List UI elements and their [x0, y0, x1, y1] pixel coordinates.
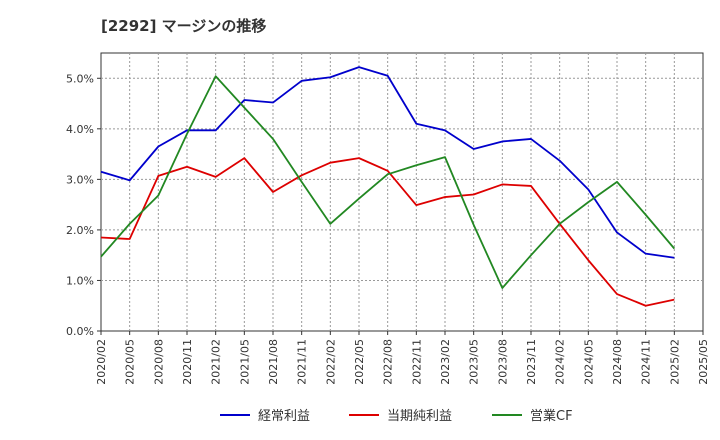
- legend-label-3: 営業CF: [530, 408, 573, 424]
- series-lines: [100, 66, 676, 307]
- y-tick-label: 5.0%: [66, 72, 94, 85]
- x-tick-label: 2020/02: [95, 339, 108, 385]
- x-tick-label: 2020/05: [124, 339, 137, 385]
- x-tick-label: 2021/11: [296, 339, 309, 385]
- x-tick-label: 2024/08: [611, 339, 624, 385]
- y-axis-ticks: 0.0% 1.0% 2.0% 3.0% 4.0% 5.0%: [66, 72, 101, 338]
- y-tick-label: 0.0%: [66, 325, 94, 338]
- legend: 経常利益 当期純利益 営業CF: [220, 408, 573, 424]
- x-tick-label: 2025/05: [697, 339, 710, 385]
- x-tick-label: 2024/11: [640, 339, 653, 385]
- y-tick-label: 2.0%: [66, 224, 94, 237]
- x-tick-label: 2022/08: [382, 339, 395, 385]
- x-tick-label: 2025/02: [668, 339, 681, 385]
- x-tick-label: 2022/02: [324, 339, 337, 385]
- x-tick-label: 2022/11: [410, 339, 423, 385]
- chart-title: [2292] マージンの推移: [101, 17, 266, 35]
- x-tick-label: 2023/02: [439, 339, 452, 385]
- x-tick-label: 2020/11: [181, 339, 194, 385]
- x-tick-label: 2023/11: [525, 339, 538, 385]
- series-line-2: [100, 157, 675, 307]
- x-tick-label: 2021/08: [267, 339, 280, 385]
- grid-lines: [101, 53, 703, 331]
- x-tick-label: 2021/02: [210, 339, 223, 385]
- y-tick-label: 1.0%: [66, 274, 94, 287]
- x-tick-label: 2023/05: [468, 339, 481, 385]
- x-tick-label: 2021/05: [238, 339, 251, 385]
- x-tick-label: 2024/05: [582, 339, 595, 385]
- x-tick-label: 2023/08: [496, 339, 509, 385]
- y-tick-label: 4.0%: [66, 123, 94, 136]
- legend-label-2: 当期純利益: [387, 409, 452, 424]
- x-tick-label: 2022/05: [353, 339, 366, 385]
- x-tick-label: 2020/08: [152, 339, 165, 385]
- x-tick-label: 2024/02: [554, 339, 567, 385]
- series-line-3: [100, 75, 676, 289]
- x-axis-ticks: 2020/02 2020/05 2020/08 2020/11 2021/02 2021/…: [95, 331, 710, 385]
- y-tick-label: 3.0%: [66, 173, 94, 186]
- series-line-1: [100, 66, 675, 259]
- legend-label-1: 経常利益: [258, 409, 310, 424]
